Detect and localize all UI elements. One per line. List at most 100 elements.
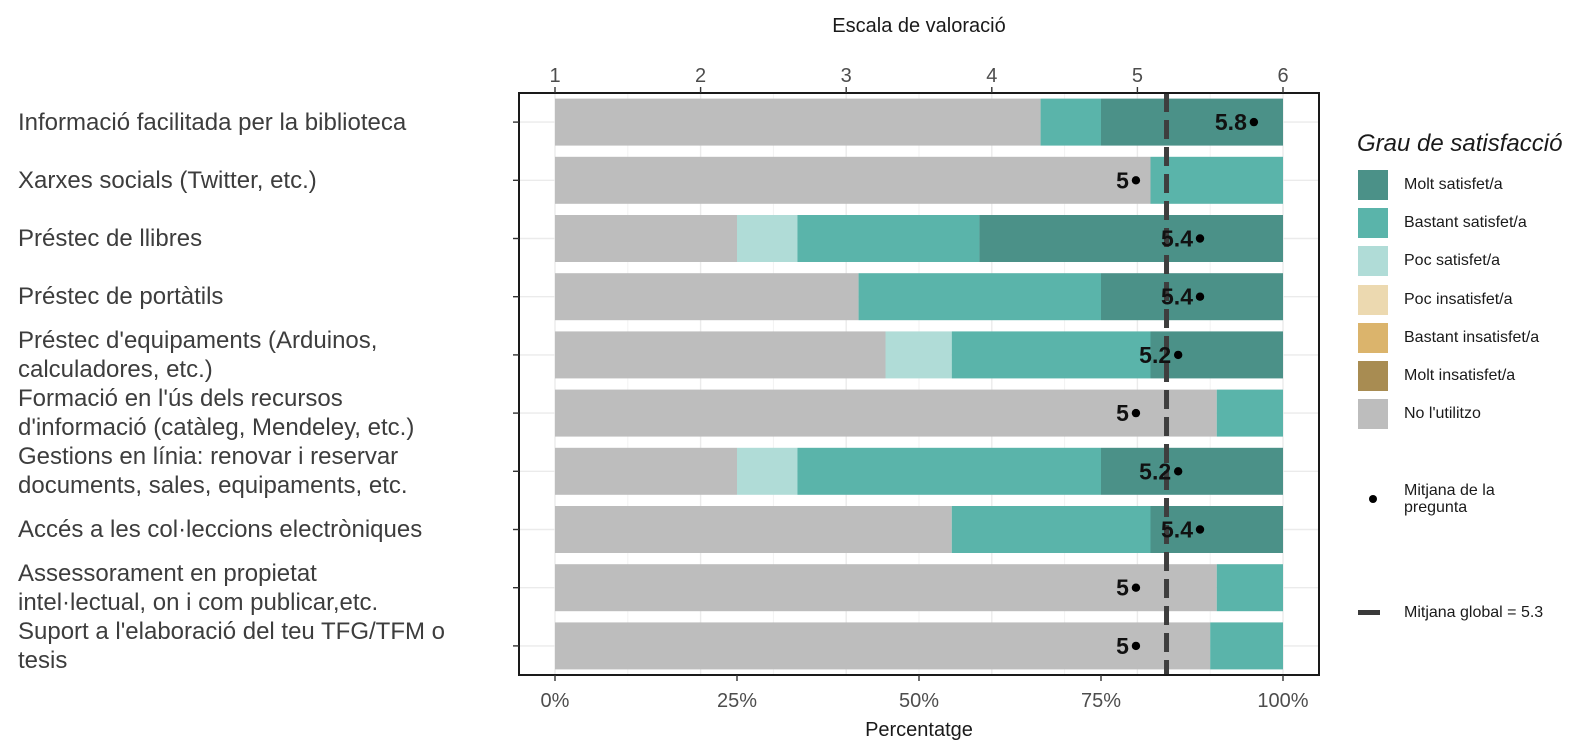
bar-segment: [1210, 622, 1283, 670]
legend-mean-label: Mitjana de la pregunta: [1404, 482, 1495, 516]
legend-label: Bastant satisfet/a: [1404, 214, 1527, 232]
mean-label: 5.4: [1161, 284, 1193, 310]
bar-segment: [1150, 331, 1283, 379]
bar-segment: [737, 447, 798, 495]
category-label: Préstec d'equipaments (Arduinos, calcula…: [18, 326, 378, 383]
mean-label: 5.2: [1139, 458, 1171, 484]
category-label: Accés a les col·leccions electròniques: [18, 516, 423, 543]
category-label: Formació en l'ús dels recursos d'informa…: [18, 385, 415, 442]
bar-segment: [555, 273, 859, 321]
top-axis-title: Escala de valoració: [832, 15, 1005, 37]
mean-label: 5: [1116, 167, 1129, 193]
bar-segment: [555, 447, 737, 495]
legend-item: Bastant satisfet/a: [1358, 208, 1527, 239]
bar-segment: [555, 156, 1151, 204]
x-tick-label: 25%: [717, 690, 757, 712]
mean-label: 5.2: [1139, 342, 1171, 368]
top-tick-label: 6: [1277, 65, 1288, 87]
category-label: Gestions en línia: renovar i reservar do…: [18, 443, 408, 500]
mean-label: 5: [1116, 400, 1129, 426]
legend-swatch: [1358, 208, 1388, 239]
bar-segment: [858, 273, 1101, 321]
legend-swatch: [1358, 322, 1388, 353]
legend-label: Poc satisfet/a: [1404, 252, 1501, 270]
legend-item: Bastant insatisfet/a: [1358, 322, 1540, 353]
bar-segment: [1040, 98, 1101, 146]
x-axis-title: Percentatge: [865, 719, 973, 741]
top-tick-label: 3: [841, 65, 852, 87]
category-label: Xarxes socials (Twitter, etc.): [18, 166, 317, 194]
mean-dot: [1195, 525, 1205, 534]
legend-item: Molt satisfet/a: [1358, 170, 1503, 200]
bar-segment: [951, 506, 1151, 553]
bar-segment: [1150, 156, 1283, 204]
bar-segment: [1216, 564, 1283, 612]
bar-segment: [885, 331, 952, 379]
mean-dot: [1249, 117, 1259, 127]
bar-segment: [555, 622, 1211, 670]
bar-segment: [555, 389, 1217, 437]
mean-dot: [1131, 408, 1141, 418]
bar-segment: [555, 506, 952, 553]
legend-label: Molt satisfet/a: [1404, 176, 1503, 193]
legend-swatch: [1358, 284, 1388, 315]
mean-label: 5: [1116, 633, 1129, 659]
category-label: Assessorament en propietat intel·lectual…: [18, 559, 379, 616]
mean-dot: [1173, 350, 1183, 360]
category-label: Préstec de llibres: [18, 225, 203, 252]
bar-segment: [737, 215, 798, 262]
bar-segment: [555, 215, 737, 262]
bar-segment: [555, 564, 1217, 612]
legend-item-global-mean: Mitjana global = 5.3: [1358, 598, 1543, 628]
top-tick-label: 4: [986, 65, 997, 87]
legend-item-mean: Mitjana de la pregunta: [1358, 482, 1495, 516]
bar-segment: [555, 331, 886, 379]
bar-segment: [1101, 273, 1283, 321]
category-label: Suport a l'elaboració del teu TFG/TFM o …: [18, 617, 445, 674]
legend-label: Poc insatisfet/a: [1404, 290, 1513, 308]
legend-label: No l'utilitzo: [1404, 405, 1481, 423]
dashed-line-icon: [1358, 598, 1388, 628]
mean-label: 5.8: [1215, 109, 1247, 135]
bar-segment: [555, 98, 1041, 146]
legend-swatch: [1358, 170, 1388, 200]
legend-item: Molt insatisfet/a: [1358, 361, 1515, 391]
legend-swatch: [1358, 361, 1388, 391]
legend-item: Poc insatisfet/a: [1358, 284, 1513, 315]
top-tick-label: 2: [695, 65, 706, 87]
x-tick-label: 100%: [1257, 690, 1308, 712]
x-tick-label: 75%: [1081, 690, 1121, 712]
category-label: Préstec de portàtils: [18, 283, 224, 311]
legend-item: Poc satisfet/a: [1358, 246, 1501, 277]
legend-global-label: Mitjana global = 5.3: [1404, 604, 1544, 621]
mean-dot: [1131, 583, 1141, 592]
legend-swatch: [1358, 246, 1388, 277]
mean-dot: [1195, 292, 1205, 301]
mean-dot: [1131, 176, 1141, 185]
mean-label: 5.4: [1161, 226, 1193, 252]
x-tick-label: 0%: [541, 690, 570, 712]
mean-dot-icon: [1358, 484, 1388, 514]
bar-segment: [979, 215, 1283, 262]
bar-segment: [797, 447, 1101, 495]
bar-segment: [1216, 389, 1283, 437]
bar-segment: [797, 215, 980, 262]
mean-dot: [1131, 641, 1141, 651]
legend-item: No l'utilitzo: [1358, 399, 1481, 430]
mean-label: 5.4: [1161, 517, 1193, 543]
bar-segment: [1150, 506, 1283, 553]
legend-title: Grau de satisfacció: [1357, 130, 1563, 157]
mean-dot: [1173, 467, 1183, 476]
mean-label: 5: [1116, 575, 1129, 601]
mean-dot: [1195, 234, 1205, 243]
bar-segment: [1101, 447, 1283, 495]
legend-swatch: [1358, 399, 1388, 430]
category-label: Informació facilitada per la biblioteca: [18, 108, 407, 136]
bar-segment: [951, 331, 1151, 379]
legend-label: Bastant insatisfet/a: [1404, 328, 1540, 346]
legend-label: Molt insatisfet/a: [1404, 367, 1516, 384]
top-tick-label: 1: [549, 65, 560, 87]
x-tick-label: 50%: [899, 690, 939, 712]
top-tick-label: 5: [1132, 65, 1143, 87]
